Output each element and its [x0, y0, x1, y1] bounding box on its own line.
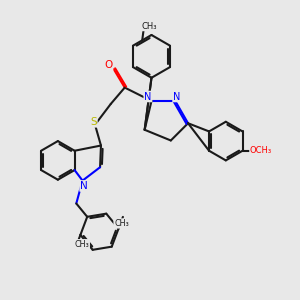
Text: OCH₃: OCH₃ [250, 146, 272, 155]
Text: N: N [173, 92, 180, 101]
Text: N: N [80, 181, 88, 191]
Text: O: O [104, 60, 112, 70]
Text: N: N [144, 92, 152, 101]
Text: S: S [90, 117, 97, 127]
Text: CH₃: CH₃ [141, 22, 157, 31]
Text: CH₃: CH₃ [75, 240, 89, 249]
Text: CH₃: CH₃ [114, 219, 129, 228]
